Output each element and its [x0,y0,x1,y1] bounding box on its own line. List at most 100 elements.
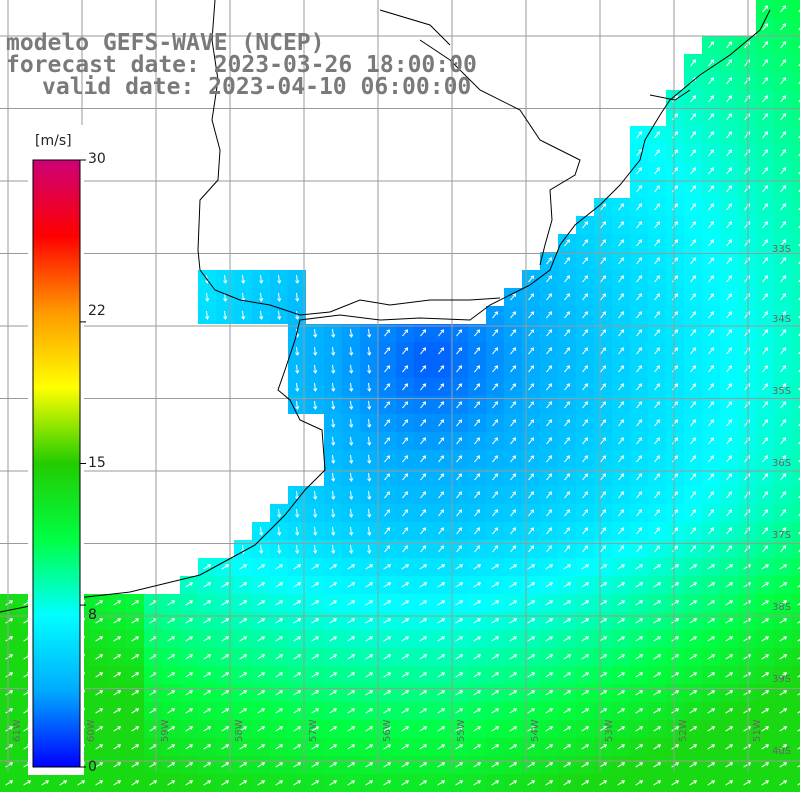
wind-arrow [296,526,298,536]
wind-arrow [798,27,800,31]
wind-arrow-head [315,726,320,730]
wind-arrow [473,582,481,588]
wind-arrow-head [277,550,282,554]
lat-label: 33S [772,244,792,255]
wind-arrow-head [9,672,14,676]
wind-arrow-head [782,131,787,135]
wind-arrow [743,726,751,732]
speed-cell [792,540,800,558]
wind-arrow [563,600,571,606]
wind-arrow-head [657,726,662,730]
wind-arrow [708,167,714,175]
wind-arrow [707,672,715,678]
wind-arrow-head [549,654,554,658]
wind-arrow [368,400,370,410]
wind-arrow [365,762,373,768]
lon-label: 59W [160,719,171,742]
wind-arrow-head [333,600,338,604]
wind-arrow-head [638,383,643,387]
wind-arrow-head [297,582,302,586]
wind-arrow [384,419,390,427]
wind-arrow-head [441,762,446,766]
wind-arrow [672,293,678,301]
wind-arrow-head [710,401,715,405]
wind-arrow-head [692,527,697,531]
wind-arrow-head [674,437,679,441]
wind-arrow-head [441,726,446,730]
wind-arrow [23,780,31,786]
wind-arrow [743,636,751,642]
wind-arrow [798,99,800,103]
lat-label: 34S [772,314,792,325]
wind-arrow-head [549,780,554,784]
wind-arrow [671,618,679,624]
wind-arrow-head [639,618,644,622]
wind-arrow-head [117,600,122,604]
wind-arrow-head [657,690,662,694]
wind-arrow [510,293,516,301]
wind-arrow [581,564,589,570]
wind-arrow [95,744,103,750]
wind-arrow [726,311,732,319]
wind-arrow [780,41,786,49]
wind-arrow-head [674,293,679,297]
wind-arrow [726,131,732,139]
wind-arrow [690,491,696,499]
wind-arrow [599,744,607,750]
wind-arrow [419,726,427,732]
wind-arrow [581,708,589,714]
wind-arrow [654,257,660,265]
wind-arrow [744,95,750,103]
wind-arrow-head [692,509,697,513]
wind-arrow-head [549,672,554,676]
wind-arrow [600,419,606,427]
wind-arrow [368,436,370,446]
wind-arrow [743,582,751,588]
wind-arrow-head [692,491,697,495]
wind-arrow [797,747,800,750]
wind-arrow-head [567,690,572,694]
wind-arrow-head [513,564,518,568]
wind-arrow [437,744,445,750]
wind-arrow-head [783,672,788,676]
wind-arrow-head [225,726,230,730]
wind-arrow-head [9,654,14,658]
wind-arrow-head [602,293,607,297]
wind-arrow [779,618,787,624]
wind-arrow [257,672,265,678]
wind-arrow [332,454,334,464]
wind-arrow-head [675,672,680,676]
wind-arrow-head [117,672,122,676]
wind-arrow [350,418,352,428]
wind-arrow [708,311,714,319]
wind-arrow [779,780,787,786]
wind-arrow [725,726,733,732]
wind-arrow-head [566,311,571,315]
wind-arrow [725,708,733,714]
wind-arrow-head [585,780,590,784]
wind-arrow [474,329,480,337]
wind-arrow [761,600,769,606]
wind-arrow-head [764,365,769,369]
wind-arrow [275,708,283,714]
wind-arrow-head [279,636,284,640]
wind-arrow [617,654,625,660]
wind-arrow-head [674,239,679,243]
wind-arrow-head [349,550,354,554]
speed-cell [792,18,800,36]
wind-arrow [744,383,750,391]
wind-arrow [492,383,498,391]
wind-arrow [726,41,732,49]
wind-arrow-head [692,275,697,279]
wind-arrow [654,383,660,391]
wind-arrow [672,491,678,499]
wind-arrow [347,618,355,624]
wind-arrow-head [764,239,769,243]
wind-arrow [384,383,390,391]
wind-arrow [314,400,316,410]
wind-arrow [509,744,517,750]
wind-arrow [545,762,553,768]
wind-arrow [762,473,768,481]
wind-arrow-head [423,690,428,694]
wind-arrow-head [495,780,500,784]
